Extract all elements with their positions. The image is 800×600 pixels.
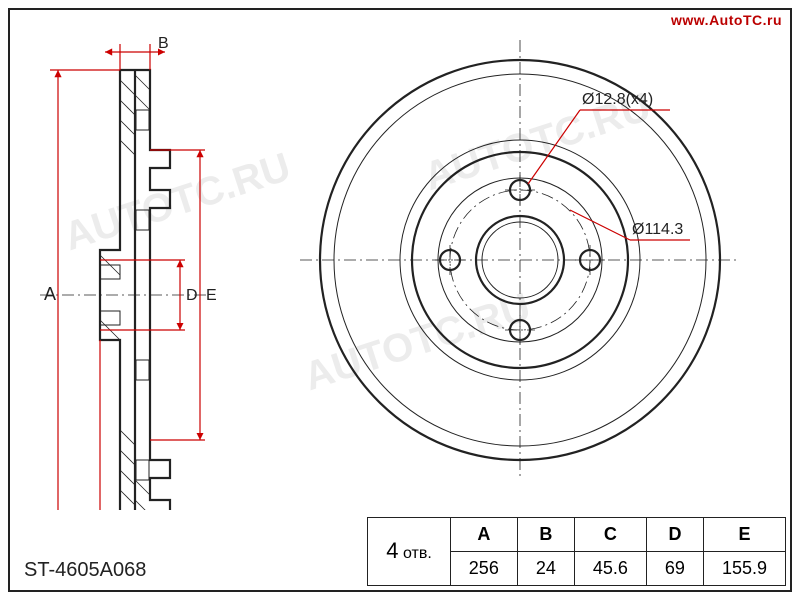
section-view: A B C D E	[40, 35, 217, 510]
val-E: 155.9	[703, 552, 785, 586]
dim-label-B: B	[158, 35, 169, 52]
col-D: D	[646, 518, 703, 552]
val-A: 256	[450, 552, 517, 586]
col-E: E	[703, 518, 785, 552]
hole-count: 4	[386, 538, 398, 563]
val-C: 45.6	[574, 552, 646, 586]
part-number: ST-4605A068	[24, 559, 146, 582]
col-B: B	[517, 518, 574, 552]
dim-label-D: D	[186, 287, 198, 304]
col-C: C	[574, 518, 646, 552]
dim-label-A: A	[44, 284, 56, 304]
val-B: 24	[517, 552, 574, 586]
dimension-table: 4 отв. A B C D E 256 24 45.6 69 155.9	[367, 517, 786, 586]
val-D: 69	[646, 552, 703, 586]
bolt-hole-dia-label: Ø12.8(x4)	[582, 91, 653, 108]
hole-label: отв.	[403, 545, 432, 562]
col-A: A	[450, 518, 517, 552]
hole-count-cell: 4 отв.	[368, 518, 451, 586]
technical-drawing: A B C D E	[10, 10, 790, 510]
face-view: Ø12.8(x4) Ø114.3	[300, 40, 740, 480]
dim-label-E: E	[206, 287, 217, 304]
pcd-label: Ø114.3	[632, 221, 683, 238]
